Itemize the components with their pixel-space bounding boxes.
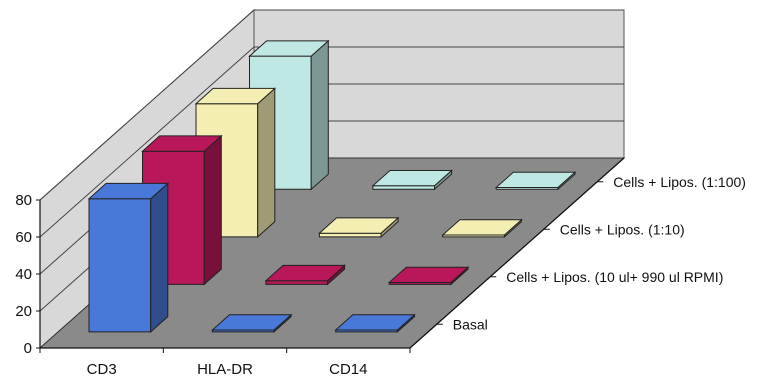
- y-tick-label: 0: [24, 340, 32, 357]
- depth-label: Basal: [453, 316, 488, 332]
- bar-cd14-series-4: [494, 171, 577, 191]
- bar-hla-dr-series-2: [264, 264, 346, 286]
- bar-hla-dr-series-1: [211, 313, 293, 334]
- y-tick-label: 60: [15, 229, 32, 246]
- gridline: [39, 46, 624, 238]
- bar-hla-dr-series-4: [371, 169, 453, 191]
- depth-label: Cells + Lipos. (1:100): [613, 174, 746, 190]
- category-label: CD3: [87, 361, 117, 378]
- bar-hla-dr-series-3: [318, 216, 400, 239]
- depth-label: Cells + Lipos. (10 ul+ 990 ul RPMI): [506, 269, 723, 285]
- bars: [87, 39, 577, 334]
- bar-cd3-series-1: [87, 182, 170, 334]
- category-label: HLA-DR: [197, 361, 253, 378]
- gridline: [39, 9, 624, 201]
- bar-cd14-series-1: [334, 313, 416, 334]
- y-tick-label: 20: [15, 303, 32, 320]
- bar-cd14-series-3: [441, 218, 523, 239]
- depth-axis: [409, 157, 625, 349]
- y-tick-label: 40: [15, 266, 32, 283]
- axes: [36, 157, 625, 353]
- bar-cd14-series-2: [387, 266, 470, 286]
- axis-labels: 0 20 40 60 80 CD3 HLA-DR CD14 Basal Cells + Lipos…: [15, 174, 746, 378]
- depth-label: Cells + Lipos. (1:10): [560, 221, 685, 237]
- category-label: CD14: [329, 361, 367, 378]
- y-tick-label: 80: [15, 192, 32, 209]
